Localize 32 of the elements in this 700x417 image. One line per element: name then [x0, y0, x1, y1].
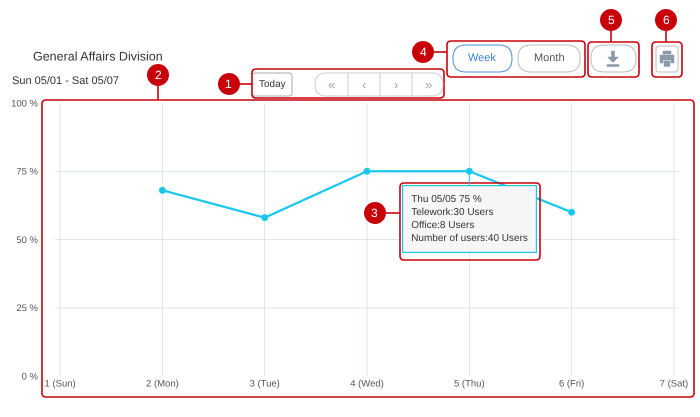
text: Month [534, 52, 565, 64]
x-tick-label: 5 (Thu) [454, 378, 485, 390]
y-tick-label: 25 % [16, 303, 39, 314]
text: « [328, 77, 336, 92]
x-tick-label: 4 (Wed) [350, 378, 384, 390]
x-tick-label: 7 (Sat) [660, 378, 688, 390]
y-tick-label: 0 % [22, 371, 39, 382]
text: 2 [155, 68, 162, 82]
point [364, 168, 371, 175]
text: ‹ [362, 77, 366, 92]
chart-subtitle: Sun 05/01 - Sat 05/07 [12, 75, 120, 87]
x-tick-label: 2 (Mon) [146, 378, 179, 390]
text: 1 [225, 77, 232, 91]
text: › [394, 77, 398, 92]
text: Today [259, 79, 286, 90]
x-tick-label: 6 (Fri) [558, 378, 584, 390]
annotation: Thu 05/05 75 % Telework:30 Users Office:8 Users Number of users:40 Users [411, 194, 528, 244]
y-tick-label: 50 % [16, 234, 39, 246]
text: Week [468, 52, 496, 64]
text: 6 [663, 13, 670, 27]
y-tick-label: 75 % [16, 166, 39, 178]
chart-title: General Affairs Division [33, 49, 163, 64]
x-tick-label: 1 (Sun) [44, 378, 76, 390]
point [158, 186, 166, 194]
point [261, 214, 268, 222]
point [568, 208, 576, 216]
text: 4 [420, 45, 427, 59]
annotation: 3 [371, 206, 378, 220]
text: 5 [608, 13, 615, 27]
text: » [425, 77, 432, 92]
x-tick-label: 3 (Tue) [250, 378, 280, 390]
y-tick-label: 100 % [11, 98, 39, 110]
